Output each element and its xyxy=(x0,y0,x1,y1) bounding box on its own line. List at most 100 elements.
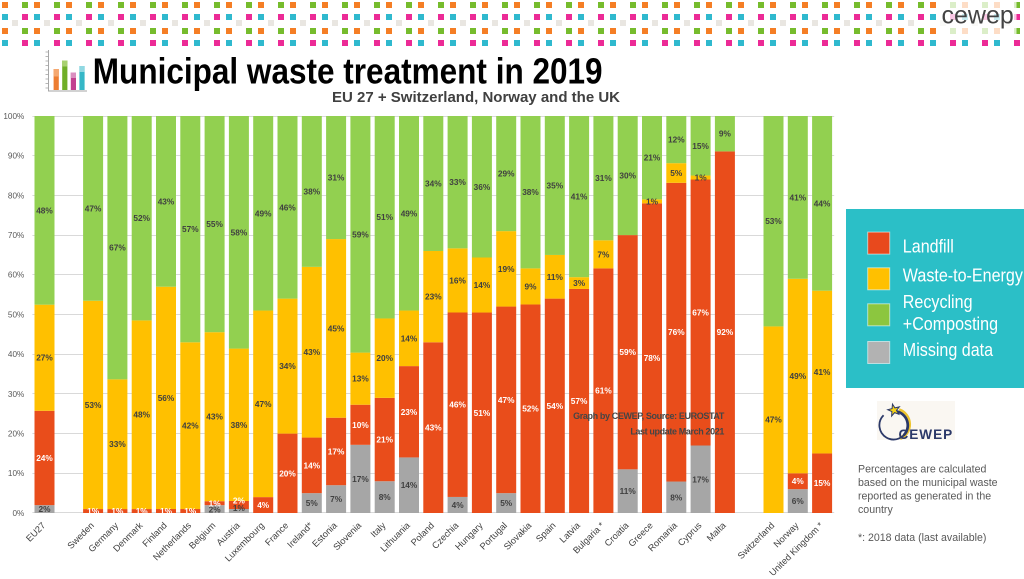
svg-text:80%: 80% xyxy=(8,191,24,200)
svg-text:Landfill: Landfill xyxy=(903,235,954,256)
svg-text:Spain: Spain xyxy=(534,520,558,544)
svg-text:1%: 1% xyxy=(160,506,173,516)
svg-text:53%: 53% xyxy=(765,216,782,226)
svg-text:2%: 2% xyxy=(39,504,52,514)
svg-text:61%: 61% xyxy=(595,386,612,396)
svg-text:60%: 60% xyxy=(8,271,24,280)
svg-text:27%: 27% xyxy=(36,353,53,363)
svg-text:1%: 1% xyxy=(111,506,124,516)
svg-text:Italy: Italy xyxy=(369,520,388,539)
svg-text:43%: 43% xyxy=(206,412,223,422)
svg-text:16%: 16% xyxy=(449,275,466,285)
svg-text:67%: 67% xyxy=(109,243,126,253)
svg-text:41%: 41% xyxy=(571,192,588,202)
svg-text:78%: 78% xyxy=(644,353,661,363)
svg-text:47%: 47% xyxy=(765,415,782,425)
svg-text:29%: 29% xyxy=(498,169,515,179)
svg-text:country: country xyxy=(858,504,893,516)
svg-text:34%: 34% xyxy=(279,361,296,371)
svg-text:1%: 1% xyxy=(695,173,708,183)
svg-text:50%: 50% xyxy=(8,310,24,319)
svg-text:CEWEP: CEWEP xyxy=(899,427,954,442)
svg-text:20%: 20% xyxy=(8,430,24,439)
svg-text:49%: 49% xyxy=(789,371,806,381)
svg-text:14%: 14% xyxy=(401,480,418,490)
svg-text:23%: 23% xyxy=(401,407,418,417)
svg-text:52%: 52% xyxy=(522,404,539,414)
svg-text:Switzerland: Switzerland xyxy=(736,520,777,561)
svg-text:6%: 6% xyxy=(792,496,805,506)
svg-text:15%: 15% xyxy=(814,478,831,488)
svg-text:70%: 70% xyxy=(8,231,24,240)
svg-text:Belgium: Belgium xyxy=(187,520,218,551)
svg-text:57%: 57% xyxy=(571,396,588,406)
svg-text:+Composting: +Composting xyxy=(903,312,998,333)
svg-text:11%: 11% xyxy=(620,486,637,496)
svg-text:7%: 7% xyxy=(330,494,343,504)
svg-text:43%: 43% xyxy=(303,347,320,357)
svg-text:48%: 48% xyxy=(133,410,150,420)
svg-text:19%: 19% xyxy=(498,264,515,274)
svg-text:1%: 1% xyxy=(646,196,659,206)
svg-text:17%: 17% xyxy=(692,474,709,484)
svg-text:45%: 45% xyxy=(328,323,345,333)
svg-text:reported as generated in the: reported as generated in the xyxy=(858,491,991,503)
svg-text:49%: 49% xyxy=(255,208,272,218)
svg-text:30%: 30% xyxy=(619,171,636,181)
svg-text:Waste-to-Energy: Waste-to-Energy xyxy=(903,264,1023,285)
svg-text:1%: 1% xyxy=(209,498,222,508)
svg-text:20%: 20% xyxy=(376,353,393,363)
svg-text:36%: 36% xyxy=(474,182,491,192)
svg-text:46%: 46% xyxy=(279,202,296,212)
svg-text:51%: 51% xyxy=(474,408,491,418)
svg-text:*: 2018 data (last available): *: 2018 data (last available) xyxy=(858,532,986,544)
svg-text:44%: 44% xyxy=(814,198,831,208)
svg-text:5%: 5% xyxy=(306,498,319,508)
svg-text:34%: 34% xyxy=(425,179,442,189)
svg-text:Ireland*: Ireland* xyxy=(285,520,315,550)
svg-text:47%: 47% xyxy=(85,203,102,213)
svg-text:23%: 23% xyxy=(425,292,442,302)
svg-text:4%: 4% xyxy=(792,476,805,486)
svg-text:4%: 4% xyxy=(257,500,270,510)
svg-text:10%: 10% xyxy=(8,469,24,478)
svg-text:55%: 55% xyxy=(206,219,223,229)
svg-text:3%: 3% xyxy=(573,278,586,288)
svg-text:8%: 8% xyxy=(670,492,683,502)
svg-text:76%: 76% xyxy=(668,327,685,337)
svg-text:56%: 56% xyxy=(158,393,175,403)
svg-text:54%: 54% xyxy=(546,401,563,411)
svg-text:Slovakia: Slovakia xyxy=(502,520,534,552)
svg-text:5%: 5% xyxy=(500,498,513,508)
svg-text:Percentages are calculated: Percentages are calculated xyxy=(858,463,986,475)
svg-text:43%: 43% xyxy=(158,196,175,206)
svg-text:58%: 58% xyxy=(231,227,248,237)
svg-text:EU 27 + Switzerland, Norway an: EU 27 + Switzerland, Norway and the UK xyxy=(332,89,620,106)
svg-text:49%: 49% xyxy=(401,208,418,218)
svg-text:30%: 30% xyxy=(8,390,24,399)
svg-text:14%: 14% xyxy=(303,460,320,470)
svg-text:4%: 4% xyxy=(452,500,465,510)
svg-text:Cyprus: Cyprus xyxy=(676,520,704,548)
svg-text:0%: 0% xyxy=(12,509,24,518)
svg-text:Graph by CEWEP, Source: EUROST: Graph by CEWEP, Source: EUROSTAT xyxy=(573,411,725,421)
svg-text:57%: 57% xyxy=(182,224,199,234)
svg-text:51%: 51% xyxy=(376,212,393,222)
svg-text:7%: 7% xyxy=(597,249,610,259)
svg-text:Missing data: Missing data xyxy=(903,338,994,359)
svg-text:38%: 38% xyxy=(303,186,320,196)
svg-text:Malta: Malta xyxy=(705,520,729,544)
svg-text:47%: 47% xyxy=(498,395,515,405)
svg-text:59%: 59% xyxy=(352,229,369,239)
svg-text:100%: 100% xyxy=(3,112,24,121)
svg-text:47%: 47% xyxy=(255,399,272,409)
svg-text:21%: 21% xyxy=(644,153,661,163)
svg-text:14%: 14% xyxy=(401,333,418,343)
svg-text:31%: 31% xyxy=(328,173,345,183)
svg-text:17%: 17% xyxy=(352,474,369,484)
svg-text:Last update March 2021: Last update March 2021 xyxy=(630,427,724,437)
svg-text:38%: 38% xyxy=(231,420,248,430)
svg-text:38%: 38% xyxy=(522,187,539,197)
svg-text:13%: 13% xyxy=(352,374,369,384)
svg-text:67%: 67% xyxy=(692,308,709,318)
